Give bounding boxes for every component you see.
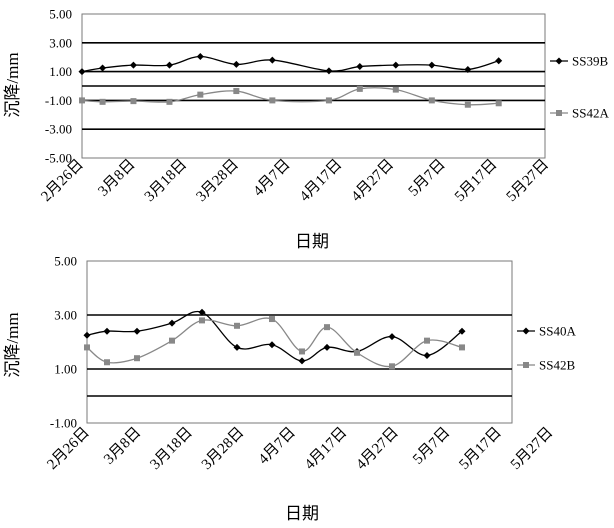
legend-label-ss39b: SS39B	[572, 54, 608, 69]
data-point-ss39b	[165, 61, 173, 69]
data-point-ss40a	[268, 341, 276, 349]
y-tick-label: 3.00	[49, 35, 72, 50]
x-tick-label: 4月27日	[349, 157, 397, 205]
plot-frame	[86, 260, 513, 424]
y-tick-label: -1.00	[45, 93, 72, 108]
data-point-ss42b	[134, 355, 140, 362]
data-point-ss42a	[269, 97, 276, 104]
legend-label-ss42a: SS42A	[572, 106, 609, 121]
y-tick-label: -5.00	[45, 151, 72, 166]
data-point-ss39b	[232, 60, 240, 68]
data-point-ss39b	[325, 67, 333, 75]
data-point-ss39b	[196, 52, 204, 60]
x-tick-label: 3月28日	[199, 425, 247, 473]
x-tick-label: 3月18日	[142, 157, 190, 205]
y-tick-label: -3.00	[45, 122, 72, 137]
legend-label-ss40a: SS40A	[539, 324, 576, 339]
data-point-ss42b	[389, 363, 395, 370]
data-point-ss42b	[84, 344, 90, 351]
data-point-ss42b	[169, 337, 175, 344]
data-point-ss42b	[299, 348, 305, 355]
data-point-ss42a	[99, 98, 106, 105]
y-tick-label: -1.00	[50, 416, 77, 431]
data-point-ss42b	[104, 359, 110, 366]
x-tick-label: 2月26日	[44, 425, 92, 473]
x-tick-label: 5月27日	[508, 425, 556, 473]
x-tick-label: 5月17日	[456, 425, 504, 473]
data-point-ss42b	[354, 349, 360, 356]
x-tick-label: 3月8日	[101, 425, 144, 468]
x-tick-label: 4月7日	[256, 425, 299, 468]
data-point-ss42a	[356, 85, 363, 92]
data-point-ss42a	[392, 86, 399, 93]
data-point-ss40a	[233, 343, 241, 351]
data-point-ss42b	[269, 316, 275, 323]
x-tick-label: 5月17日	[452, 157, 500, 205]
x-tick-label: 4月27日	[353, 425, 401, 473]
data-point-ss42a	[197, 91, 204, 98]
x-tick-label: 3月28日	[193, 157, 241, 205]
y-axis-title: 沉降/mm	[3, 52, 22, 117]
legend-marker	[555, 57, 563, 65]
data-point-ss39b	[356, 63, 364, 71]
x-tick-label: 4月17日	[302, 425, 350, 473]
x-tick-label: 4月17日	[297, 157, 345, 205]
data-point-ss40a	[323, 343, 331, 351]
series-line-ss42a	[81, 87, 499, 106]
x-tick-label: 4月7日	[250, 157, 293, 200]
data-point-ss40a	[168, 319, 176, 327]
data-point-ss40a	[298, 357, 306, 365]
y-tick-label: 3.00	[54, 308, 77, 323]
data-point-ss40a	[133, 327, 141, 335]
data-point-ss39b	[464, 65, 472, 73]
series-line-ss42b	[86, 317, 463, 368]
data-point-ss39b	[428, 61, 436, 69]
y-axis-title: 沉降/mm	[3, 312, 22, 377]
legend-label-ss42b: SS42B	[539, 358, 575, 373]
legend-marker	[523, 362, 529, 368]
data-point-ss42a	[166, 98, 173, 105]
x-tick-label: 3月18日	[147, 425, 195, 473]
data-point-ss42a	[233, 88, 240, 95]
data-point-ss42a	[79, 97, 85, 104]
data-point-ss39b	[78, 68, 86, 76]
legend-marker	[556, 110, 562, 116]
data-point-ss42b	[424, 337, 430, 344]
data-point-ss42b	[234, 322, 240, 329]
series-line-ss39b	[81, 55, 499, 73]
x-tick-label: 3月8日	[95, 157, 138, 200]
data-point-ss40a	[458, 327, 466, 335]
y-tick-label: 1.00	[49, 64, 72, 79]
data-point-ss40a	[198, 308, 206, 316]
data-point-ss40a	[83, 331, 91, 339]
x-tick-label: 5月7日	[410, 425, 453, 468]
data-point-ss42b	[324, 324, 330, 331]
data-point-ss42a	[325, 97, 332, 104]
data-point-ss40a	[388, 333, 396, 341]
data-point-ss40a	[103, 327, 111, 335]
data-point-ss39b	[495, 57, 503, 65]
data-point-ss42b	[459, 344, 465, 351]
data-point-ss42a	[428, 97, 435, 104]
data-point-ss39b	[268, 56, 276, 64]
x-tick-label: 5月7日	[406, 157, 449, 200]
data-point-ss40a	[423, 352, 431, 359]
data-point-ss39b	[392, 61, 400, 69]
data-point-ss42a	[130, 98, 137, 105]
data-point-ss39b	[99, 64, 107, 72]
data-point-ss39b	[129, 61, 137, 69]
x-axis-title: 日期	[285, 504, 319, 523]
y-tick-label: 1.00	[54, 362, 77, 377]
data-point-ss42b	[199, 317, 205, 324]
legend-marker	[522, 327, 530, 335]
y-tick-label: 5.00	[54, 254, 77, 269]
data-point-ss42a	[464, 101, 471, 108]
y-tick-label: 5.00	[49, 7, 72, 22]
data-point-ss42a	[495, 100, 502, 107]
x-tick-label: 5月27日	[504, 157, 552, 205]
x-axis-title: 日期	[295, 232, 329, 251]
